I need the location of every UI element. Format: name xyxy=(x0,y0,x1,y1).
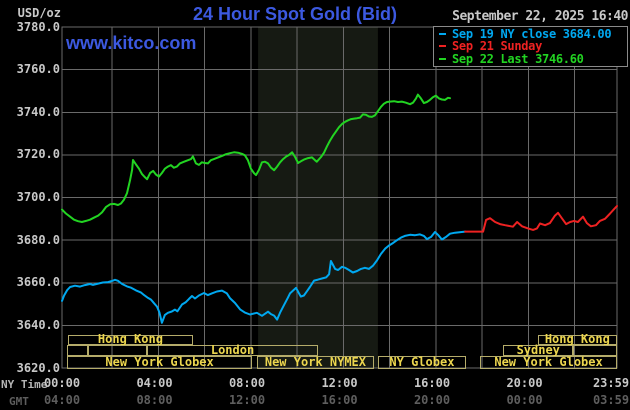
series-line-sep-19-ny-close xyxy=(61,230,467,324)
series-line-sep-22-last xyxy=(61,93,451,223)
legend-item: Sep 21 Sunday xyxy=(439,40,627,52)
page-title: 24 Hour Spot Gold (Bid) xyxy=(193,4,397,24)
legend-dash-icon xyxy=(439,57,446,60)
session-label: New York Globex xyxy=(105,354,214,369)
session-label: NY Globex xyxy=(389,354,455,369)
legend-item: Sep 19 NY close 3684.00 xyxy=(439,28,627,40)
session-box-ny-globex: NY Globex xyxy=(377,354,466,369)
session-box-unlabeled xyxy=(573,345,617,356)
kitco-watermark-link[interactable]: www.kitco.com xyxy=(66,33,197,53)
session-label: London xyxy=(210,342,255,357)
session-box-unlabeled xyxy=(67,345,88,356)
y-axis-label: 3660.0 xyxy=(16,275,60,290)
y-axis-label: 3780.0 xyxy=(16,19,60,34)
x-axis-label-gmt: 20:00 xyxy=(413,393,451,407)
unit-label: USD/oz xyxy=(17,6,61,20)
session-box-unlabeled xyxy=(87,345,148,356)
y-axis-label: 3620.0 xyxy=(16,360,60,375)
session-label: New York Globex xyxy=(494,354,603,369)
x-axis-label-gmt: 00:00 xyxy=(506,393,543,407)
y-axis-label: 3700.0 xyxy=(16,190,60,204)
session-box-new-york-globex: New York Globex xyxy=(480,354,617,369)
x-axis-label-gmt: 08:00 xyxy=(136,393,173,407)
gmt-axis-label: GMT xyxy=(9,395,29,408)
session-box-new-york-globex: New York Globex xyxy=(67,354,253,369)
series-line-sep-21-sunday xyxy=(464,205,618,233)
session-label: New York NYMEX xyxy=(264,354,367,369)
x-axis-label-gmt: 03:59 xyxy=(592,393,630,407)
legend-dash-icon xyxy=(439,33,446,36)
datetime-label: September 22, 2025 16:40 xyxy=(452,9,628,24)
x-axis-label-ny: 08:00 xyxy=(228,376,266,390)
x-axis-label-gmt: 16:00 xyxy=(321,393,358,407)
x-axis-label-ny: 04:00 xyxy=(136,376,173,390)
y-axis-label: 3740.0 xyxy=(16,104,60,119)
x-axis-label-ny: 00:00 xyxy=(43,376,81,390)
session-box-hong-kong: Hong Kong xyxy=(537,332,617,347)
x-axis-label-ny: 23:59 xyxy=(592,376,630,390)
legend-box: Sep 19 NY close 3684.00 Sep 21 Sunday Sep … xyxy=(433,26,628,67)
session-label: Sydney xyxy=(516,342,560,357)
y-axis-label: 3720.0 xyxy=(16,147,60,162)
x-axis-label-ny: 16:00 xyxy=(413,376,451,390)
session-box-hong-kong: Hong Kong xyxy=(68,332,193,347)
session-box-london: London xyxy=(147,342,318,357)
y-axis-label: 3640.0 xyxy=(16,317,60,332)
y-axis-label: 3680.0 xyxy=(16,232,60,247)
legend-dash-icon xyxy=(439,45,446,48)
y-axis-label: 3760.0 xyxy=(16,62,60,77)
legend-item-label: Sep 19 NY close 3684.00 xyxy=(452,27,612,42)
legend-item-label: Sep 21 Sunday xyxy=(452,39,543,54)
session-label: Hong Kong xyxy=(544,332,610,347)
session-box-new-york-nymex: New York NYMEX xyxy=(256,354,374,369)
x-axis-label-gmt: 12:00 xyxy=(228,393,266,407)
session-box-sydney: Sydney xyxy=(503,342,574,357)
x-axis-label-gmt: 04:00 xyxy=(43,393,81,407)
session-label: Hong Kong xyxy=(97,332,163,347)
ny-time-axis-label: NY Time xyxy=(1,378,48,391)
x-axis-label-ny: 20:00 xyxy=(506,376,543,390)
legend-item: Sep 22 Last 3746.60 xyxy=(439,53,627,65)
x-axis-label-ny: 12:00 xyxy=(321,376,358,390)
legend-item-label: Sep 22 Last 3746.60 xyxy=(452,51,584,66)
